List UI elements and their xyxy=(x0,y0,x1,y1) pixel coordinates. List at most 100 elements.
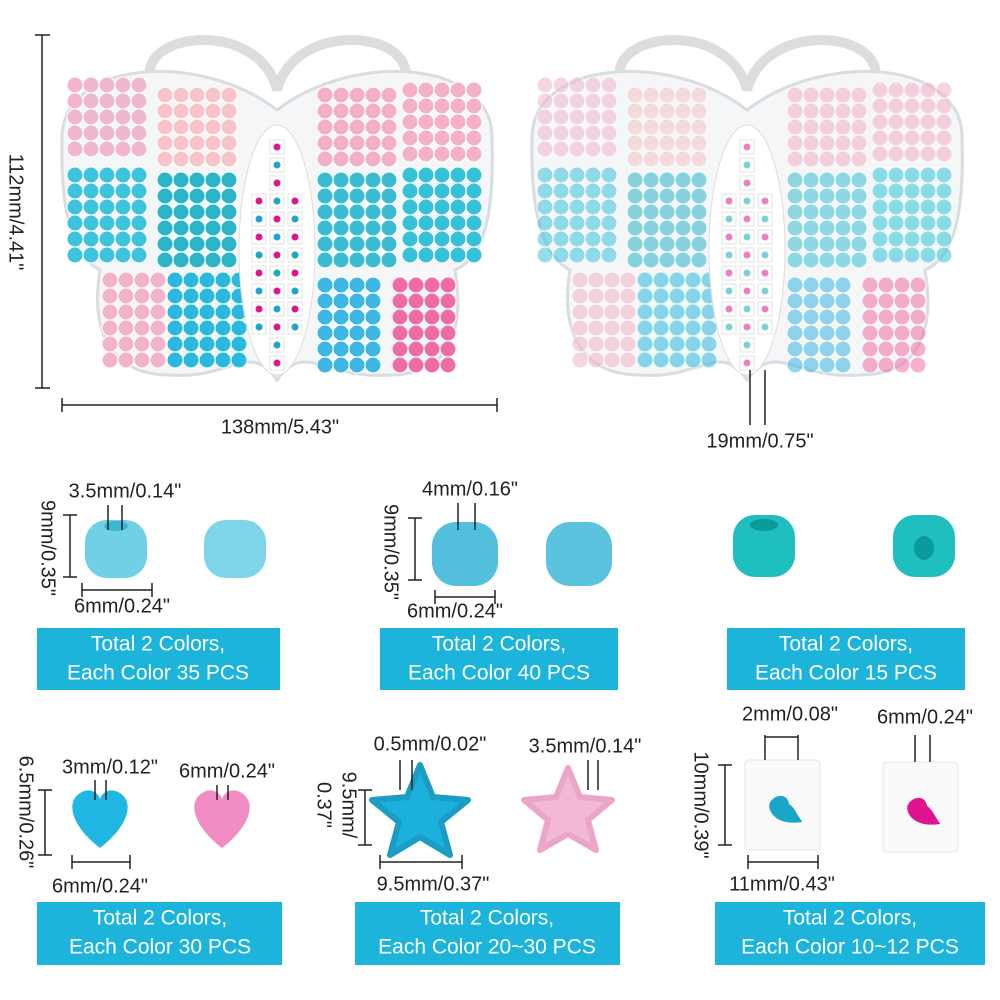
bead xyxy=(449,182,467,200)
bead xyxy=(871,198,889,216)
bead xyxy=(407,356,425,374)
bead xyxy=(802,356,820,374)
bead xyxy=(417,166,435,184)
bead xyxy=(114,108,132,126)
bead xyxy=(919,214,937,232)
size-label: 6mm/0.24" xyxy=(74,595,170,617)
bead xyxy=(850,118,868,136)
bead-heart xyxy=(273,161,281,169)
bead xyxy=(348,102,366,120)
bead xyxy=(871,145,889,163)
bead xyxy=(149,287,167,305)
bead xyxy=(850,86,868,104)
bead xyxy=(188,118,206,136)
bead xyxy=(690,102,708,120)
bead xyxy=(101,319,119,337)
bead-heart xyxy=(743,359,751,367)
bead xyxy=(391,356,409,374)
bead xyxy=(568,182,586,200)
bead xyxy=(658,134,676,152)
bead xyxy=(316,235,334,253)
bead xyxy=(417,145,435,163)
bead xyxy=(552,92,570,110)
bead xyxy=(182,271,200,289)
bead-heart xyxy=(761,305,769,313)
bead xyxy=(861,324,879,342)
bead xyxy=(935,198,953,216)
size-label: 2mm/0.08" xyxy=(742,703,838,725)
bead xyxy=(380,134,398,152)
bead xyxy=(220,219,238,237)
bead xyxy=(117,287,135,305)
bead xyxy=(172,86,190,104)
bead xyxy=(364,235,382,253)
bead xyxy=(887,246,905,264)
bead xyxy=(850,102,868,120)
bead xyxy=(156,203,174,221)
bead-heart xyxy=(273,197,281,205)
bead xyxy=(316,219,334,237)
bead xyxy=(658,187,676,205)
bead xyxy=(536,108,554,126)
bead xyxy=(786,86,804,104)
bead xyxy=(834,118,852,136)
bead xyxy=(66,214,84,232)
bead xyxy=(214,287,232,305)
caption-box xyxy=(37,628,280,690)
bead xyxy=(536,246,554,264)
bead xyxy=(919,97,937,115)
bead xyxy=(584,214,602,232)
panel-pony-opaque: Total 2 Colors, Each Color 15 PCS xyxy=(727,515,965,690)
bead xyxy=(82,182,100,200)
bead xyxy=(423,356,441,374)
size-label: 6mm/0.24" xyxy=(407,600,503,622)
bead xyxy=(919,81,937,99)
caption: Each Color 15 PCS xyxy=(755,662,937,685)
size-label: 10mm/0.39" xyxy=(690,751,712,858)
bead-heart xyxy=(255,251,263,259)
bead xyxy=(552,76,570,94)
bead xyxy=(391,292,409,310)
bead xyxy=(850,203,868,221)
bead xyxy=(887,166,905,184)
bead xyxy=(674,134,692,152)
bead xyxy=(658,219,676,237)
bead xyxy=(818,187,836,205)
bead-heart xyxy=(273,143,281,151)
bead xyxy=(133,271,151,289)
bead-heart xyxy=(273,305,281,313)
bead xyxy=(619,351,637,369)
bead xyxy=(348,251,366,269)
bead xyxy=(316,324,334,342)
bead xyxy=(364,251,382,269)
size-label: 3mm/0.12" xyxy=(62,756,158,778)
bead xyxy=(401,182,419,200)
bead xyxy=(449,214,467,232)
bead xyxy=(332,308,350,326)
bead xyxy=(935,182,953,200)
bead xyxy=(204,134,222,152)
bead xyxy=(802,219,820,237)
bead xyxy=(230,319,248,337)
caption-box xyxy=(715,902,985,965)
bead xyxy=(733,515,795,577)
bead xyxy=(149,335,167,353)
bead xyxy=(584,124,602,142)
bead xyxy=(188,102,206,120)
bead xyxy=(172,235,190,253)
bead xyxy=(642,251,660,269)
bead-heart xyxy=(761,287,769,295)
bead xyxy=(364,219,382,237)
bead xyxy=(786,150,804,168)
bead xyxy=(802,324,820,342)
bead xyxy=(465,166,483,184)
bead xyxy=(220,118,238,136)
bead xyxy=(568,140,586,158)
bead-heart xyxy=(273,215,281,223)
bead xyxy=(114,198,132,216)
bead xyxy=(433,97,451,115)
bead xyxy=(834,171,852,189)
bead xyxy=(101,351,119,369)
bead xyxy=(98,92,116,110)
bead xyxy=(172,134,190,152)
